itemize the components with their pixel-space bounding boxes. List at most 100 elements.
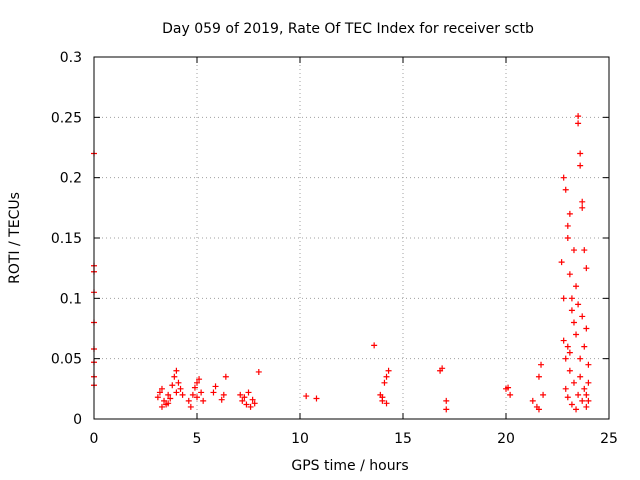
- data-point: [173, 367, 180, 374]
- data-point: [583, 265, 590, 272]
- data-point: [568, 401, 575, 408]
- y-ticks: 0 0.05 0.1 0.15 0.2 0.25 0.3: [51, 50, 609, 428]
- x-tick-label: 0: [90, 431, 99, 447]
- data-point: [529, 397, 536, 404]
- data-point: [381, 379, 388, 386]
- data-point: [573, 406, 580, 413]
- data-point: [577, 162, 584, 169]
- data-point: [245, 389, 252, 396]
- data-point: [579, 313, 586, 320]
- data-point: [562, 355, 569, 362]
- x-ticks: 0 5 10 15 20 25: [90, 57, 618, 447]
- data-point: [564, 343, 571, 350]
- data-point: [566, 210, 573, 217]
- data-point: [558, 259, 565, 266]
- data-point: [239, 397, 246, 404]
- data-point: [583, 391, 590, 398]
- x-tick-label: 20: [497, 431, 515, 447]
- data-point: [568, 295, 575, 302]
- y-axis-label: ROTI / TECUs: [7, 192, 23, 284]
- x-tick-label: 10: [291, 431, 309, 447]
- data-point: [220, 391, 227, 398]
- data-point: [169, 382, 176, 389]
- data-point: [535, 406, 542, 413]
- data-point: [581, 247, 588, 254]
- data-point: [583, 403, 590, 410]
- data-point: [560, 174, 567, 181]
- y-tick-label: 0.1: [60, 291, 82, 307]
- data-point: [585, 361, 592, 368]
- data-point: [562, 186, 569, 193]
- data-point: [218, 396, 225, 403]
- data-point: [566, 367, 573, 374]
- data-point: [581, 343, 588, 350]
- y-tick-label: 0.15: [51, 231, 82, 247]
- data-point: [161, 397, 168, 404]
- data-point: [579, 198, 586, 205]
- data-point: [313, 395, 320, 402]
- data-point: [171, 373, 178, 380]
- y-tick-label: 0.25: [51, 110, 82, 126]
- data-point: [383, 373, 390, 380]
- data-point: [255, 368, 262, 375]
- data-points: [91, 113, 592, 413]
- data-point: [505, 384, 512, 391]
- data-point: [241, 394, 248, 401]
- data-point: [579, 204, 586, 211]
- y-tick-label: 0.3: [60, 50, 82, 66]
- data-point: [575, 391, 582, 398]
- data-point: [167, 395, 174, 402]
- data-point: [165, 400, 172, 407]
- data-point: [194, 379, 200, 386]
- x-tick-label: 15: [394, 431, 412, 447]
- x-tick-label: 25: [600, 431, 618, 447]
- data-point: [210, 389, 217, 396]
- data-point: [540, 391, 547, 398]
- data-point: [570, 379, 577, 386]
- plot-frame: [93, 56, 610, 420]
- data-point: [507, 391, 514, 398]
- y-tick-label: 0: [73, 412, 82, 428]
- y-tick-label: 0.05: [51, 352, 82, 368]
- data-point: [564, 235, 571, 241]
- data-point: [189, 391, 196, 398]
- data-point: [585, 379, 592, 386]
- data-point: [575, 120, 582, 127]
- data-point: [185, 397, 192, 404]
- data-point: [303, 393, 310, 400]
- data-point: [165, 391, 172, 398]
- data-point: [581, 385, 588, 392]
- data-point: [439, 365, 446, 372]
- data-point: [566, 349, 573, 356]
- data-point: [251, 400, 258, 407]
- data-point: [379, 394, 386, 401]
- data-point: [196, 376, 203, 383]
- data-point: [237, 391, 244, 398]
- data-point: [385, 367, 392, 374]
- data-point: [562, 385, 569, 392]
- data-point: [371, 342, 378, 349]
- data-point: [173, 389, 180, 396]
- data-point: [570, 319, 577, 326]
- x-axis-label: GPS time / hours: [291, 458, 408, 474]
- data-point: [443, 406, 450, 413]
- data-point: [222, 373, 229, 380]
- data-point: [560, 337, 567, 344]
- data-point: [158, 385, 165, 392]
- data-point: [575, 301, 582, 308]
- data-point: [573, 331, 580, 338]
- data-point: [191, 384, 198, 391]
- data-point: [177, 385, 184, 392]
- data-point: [568, 307, 575, 314]
- data-point: [535, 373, 542, 380]
- data-point: [194, 394, 200, 401]
- data-point: [179, 391, 186, 398]
- grid: [94, 57, 609, 419]
- x-tick-label: 5: [193, 431, 202, 447]
- data-point: [198, 389, 205, 396]
- data-point: [156, 389, 163, 396]
- data-point: [247, 403, 254, 410]
- data-point: [187, 403, 194, 410]
- data-point: [249, 396, 256, 403]
